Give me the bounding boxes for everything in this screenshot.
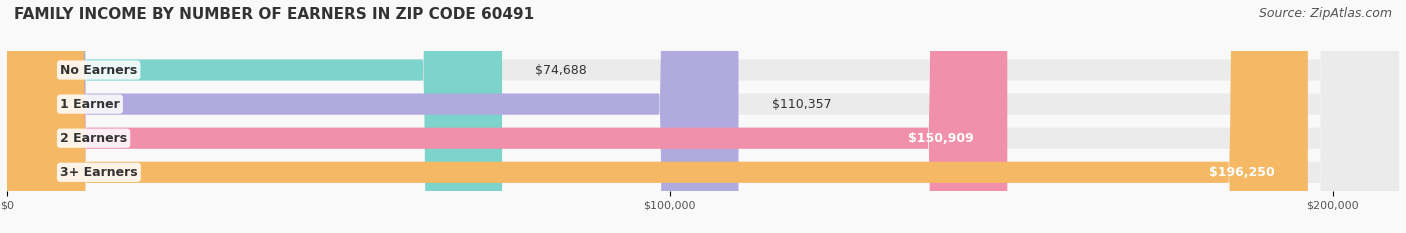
Text: $74,688: $74,688 bbox=[536, 64, 586, 76]
Text: 2 Earners: 2 Earners bbox=[60, 132, 127, 145]
FancyBboxPatch shape bbox=[7, 0, 1399, 233]
Text: $150,909: $150,909 bbox=[908, 132, 974, 145]
Text: 3+ Earners: 3+ Earners bbox=[60, 166, 138, 179]
FancyBboxPatch shape bbox=[7, 0, 1308, 233]
Text: No Earners: No Earners bbox=[60, 64, 138, 76]
FancyBboxPatch shape bbox=[7, 0, 1399, 233]
FancyBboxPatch shape bbox=[7, 0, 1399, 233]
Text: Source: ZipAtlas.com: Source: ZipAtlas.com bbox=[1258, 7, 1392, 20]
Text: $196,250: $196,250 bbox=[1209, 166, 1275, 179]
FancyBboxPatch shape bbox=[7, 0, 738, 233]
FancyBboxPatch shape bbox=[7, 0, 1007, 233]
Text: FAMILY INCOME BY NUMBER OF EARNERS IN ZIP CODE 60491: FAMILY INCOME BY NUMBER OF EARNERS IN ZI… bbox=[14, 7, 534, 22]
Text: $110,357: $110,357 bbox=[772, 98, 831, 111]
FancyBboxPatch shape bbox=[7, 0, 1399, 233]
FancyBboxPatch shape bbox=[7, 0, 502, 233]
Text: 1 Earner: 1 Earner bbox=[60, 98, 120, 111]
